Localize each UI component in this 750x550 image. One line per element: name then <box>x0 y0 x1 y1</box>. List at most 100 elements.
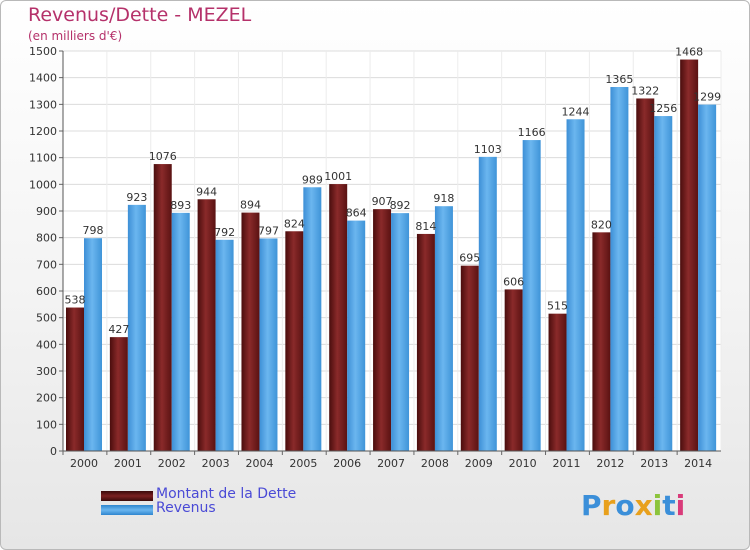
revenus-bar <box>654 116 673 452</box>
y-tick-label: 600 <box>36 285 57 298</box>
revenus-value-label: 923 <box>126 191 147 204</box>
y-tick-label: 1100 <box>29 152 57 165</box>
logo-letter: o <box>615 489 635 522</box>
dette-value-label: 695 <box>459 252 480 265</box>
logo-letter: x <box>634 489 653 522</box>
x-tick-label: 2004 <box>245 457 273 470</box>
y-tick-label: 800 <box>36 232 57 245</box>
dette-bar <box>329 184 348 452</box>
revenus-value-label: 864 <box>346 207 367 220</box>
dette-value-label: 1468 <box>675 46 703 59</box>
logo-letter: r <box>601 489 616 522</box>
revenus-value-label: 1299 <box>693 91 721 104</box>
revenus-value-label: 1365 <box>605 73 633 86</box>
y-tick-label: 1400 <box>29 72 57 85</box>
revenus-value-label: 1244 <box>562 105 590 118</box>
x-tick-label: 2011 <box>553 457 581 470</box>
revenus-bar <box>610 87 629 451</box>
revenus-bar <box>347 220 366 451</box>
dette-value-label: 1076 <box>149 150 177 163</box>
logo-letter: t <box>662 489 676 522</box>
dette-value-label: 907 <box>372 195 393 208</box>
y-tick-label: 400 <box>36 338 57 351</box>
dette-value-label: 820 <box>591 218 612 231</box>
legend-swatch-revenus <box>101 505 153 515</box>
dette-bar <box>66 307 84 451</box>
dette-value-label: 606 <box>503 275 524 288</box>
dette-bar <box>373 209 392 451</box>
x-tick-label: 2005 <box>289 457 317 470</box>
logo-letter: P <box>581 489 602 522</box>
dette-bar <box>636 98 655 451</box>
logo-letter: i <box>652 489 663 522</box>
legend-label-dette: Montant de la Dette <box>156 486 297 502</box>
revenus-bar <box>434 206 453 451</box>
y-tick-label: 700 <box>36 258 57 271</box>
x-tick-label: 2009 <box>465 457 493 470</box>
revenus-bar <box>391 213 410 451</box>
dette-value-label: 515 <box>547 300 568 313</box>
revenus-value-label: 1256 <box>649 102 677 115</box>
dette-bar <box>109 337 128 451</box>
proxiti-logo: Proxiti <box>581 489 685 522</box>
revenus-value-label: 989 <box>302 173 323 186</box>
revenus-value-label: 797 <box>258 224 279 237</box>
x-tick-label: 2013 <box>640 457 668 470</box>
axes: 0 100 200 300 400 500 600 700 800 900 1000 1100 1200… <box>29 45 721 470</box>
x-tick-label: 2002 <box>158 457 186 470</box>
revenus-bar <box>171 212 190 451</box>
dette-bar <box>241 212 260 451</box>
data-labels: 538 798 427 923 1076 893 944 792 894 797 824 989 100… <box>65 46 722 337</box>
revenus-bar <box>259 238 278 451</box>
y-tick-label: 1300 <box>29 98 57 111</box>
y-tick-label: 200 <box>36 392 57 405</box>
legend-swatch-dette <box>101 491 153 501</box>
y-tick-label: 1200 <box>29 125 57 138</box>
dette-bar <box>592 232 611 451</box>
dette-value-label: 894 <box>240 199 261 212</box>
revenus-value-label: 792 <box>214 226 235 239</box>
revenus-value-label: 892 <box>390 199 411 212</box>
logo-letter: i <box>675 489 686 522</box>
x-tick-label: 2010 <box>509 457 537 470</box>
x-tick-label: 2008 <box>421 457 449 470</box>
revenus-bar <box>522 140 541 452</box>
y-tick-label: 900 <box>36 205 57 218</box>
x-tick-label: 2012 <box>596 457 624 470</box>
revenus-value-label: 798 <box>83 224 104 237</box>
revenus-bar <box>698 104 717 451</box>
revenus-bar <box>215 239 234 451</box>
revenus-value-label: 893 <box>170 199 191 212</box>
legend-label-revenus: Revenus <box>156 500 216 516</box>
dette-bar <box>153 164 172 452</box>
x-tick-label: 2014 <box>684 457 712 470</box>
chart-title: Revenus/Dette - MEZEL <box>28 4 252 26</box>
dette-bar <box>548 313 567 451</box>
y-tick-label: 500 <box>36 312 57 325</box>
revenus-value-label: 918 <box>433 192 454 205</box>
dette-bar <box>197 199 216 451</box>
y-tick-label: 0 <box>50 445 57 458</box>
dette-value-label: 944 <box>196 185 217 198</box>
dette-bar <box>416 233 435 451</box>
y-tick-label: 300 <box>36 365 57 378</box>
dette-value-label: 427 <box>108 323 129 336</box>
revenus-value-label: 1166 <box>518 126 546 139</box>
revenus-value-label: 1103 <box>474 143 502 156</box>
x-tick-label: 2006 <box>333 457 361 470</box>
revenus-bar <box>303 187 322 451</box>
dette-value-label: 814 <box>415 220 436 233</box>
revenus-bar <box>478 156 497 451</box>
dette-bar <box>460 265 479 451</box>
x-tick-label: 2001 <box>114 457 142 470</box>
dette-value-label: 1001 <box>324 170 352 183</box>
bars <box>66 59 717 452</box>
revenus-bar <box>566 119 585 452</box>
dette-bar <box>680 59 699 452</box>
revenus-bar <box>84 238 102 451</box>
y-tick-label: 1500 <box>29 45 57 58</box>
x-tick-label: 2007 <box>377 457 405 470</box>
dette-value-label: 824 <box>284 217 305 230</box>
